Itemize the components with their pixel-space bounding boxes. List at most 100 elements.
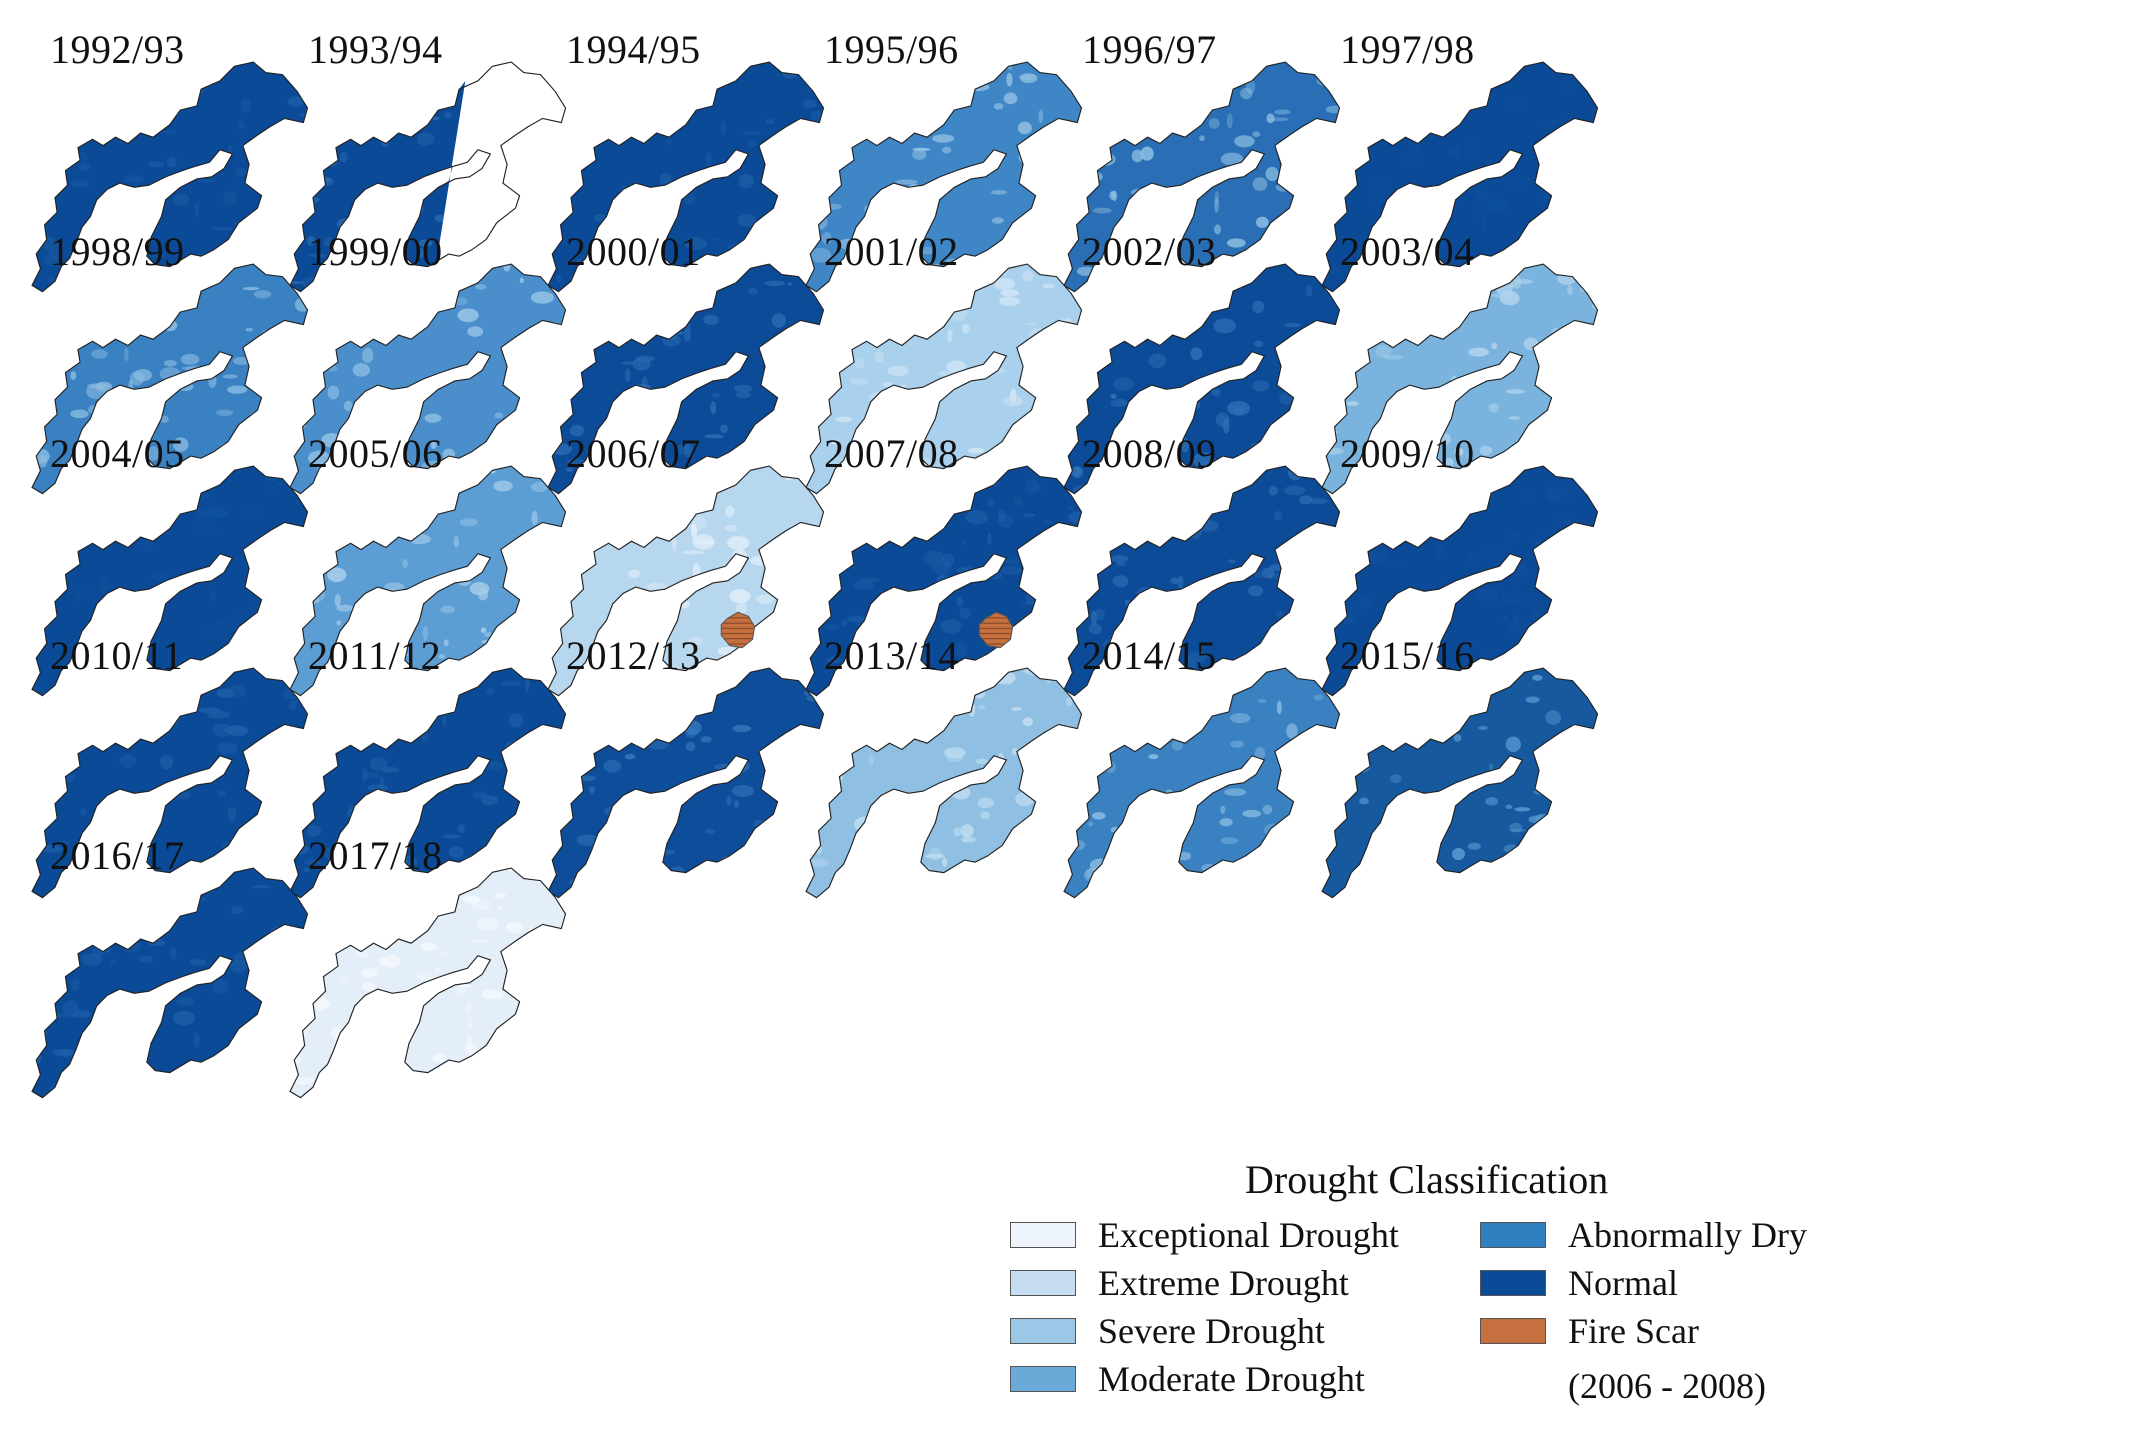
catchment-map — [547, 263, 825, 495]
catchment-map — [31, 263, 309, 495]
drought-map-panel: 2016/17 — [0, 836, 350, 1106]
legend-label: Extreme Drought — [1098, 1263, 1349, 1303]
catchment-map — [31, 867, 309, 1099]
year-label: 2004/05 — [50, 431, 185, 476]
drought-map-panel: 2010/11 — [0, 636, 350, 906]
fire-scar-period: (2006 - 2008) — [1568, 1366, 1766, 1406]
drought-map-panel: 2013/14 — [774, 636, 1124, 906]
catchment-map — [289, 263, 567, 495]
drought-map-panel: 2007/08 — [774, 434, 1124, 704]
catchment-map — [805, 263, 1083, 495]
year-label: 2013/14 — [824, 633, 959, 678]
year-label: 2006/07 — [566, 431, 701, 476]
legend-swatch — [1480, 1270, 1546, 1296]
drought-map-panel: 1992/93 — [0, 30, 350, 300]
legend-swatch — [1010, 1318, 1076, 1344]
drought-map-panel: 2011/12 — [258, 636, 608, 906]
legend-label: Severe Drought — [1098, 1311, 1325, 1351]
catchment-map — [1063, 263, 1341, 495]
year-label: 2003/04 — [1340, 229, 1475, 274]
drought-map-panel: 2009/10 — [1290, 434, 1640, 704]
drought-map-panel: 1997/98 — [1290, 30, 1640, 300]
legend-swatch — [1010, 1222, 1076, 1248]
legend-swatch — [1010, 1366, 1076, 1392]
drought-map-panel: 2015/16 — [1290, 636, 1640, 906]
year-label: 2011/12 — [308, 633, 442, 678]
catchment-map — [805, 465, 1083, 697]
catchment-map — [1321, 465, 1599, 697]
catchment-map — [1321, 667, 1599, 899]
catchment-map — [31, 61, 309, 293]
drought-map-panel: 2012/13 — [516, 636, 866, 906]
legend-item-exceptional-drought: Exceptional Drought — [1010, 1212, 1399, 1258]
catchment-map — [31, 667, 309, 899]
year-label: 1993/94 — [308, 27, 443, 72]
drought-map-panel: 1995/96 — [774, 30, 1124, 300]
catchment-map — [805, 667, 1083, 899]
drought-map-panel: 1993/94 — [258, 30, 608, 300]
year-label: 2001/02 — [824, 229, 959, 274]
year-label: 2010/11 — [50, 633, 184, 678]
drought-map-panel: 2003/04 — [1290, 232, 1640, 502]
legend-item-severe-drought: Severe Drought — [1010, 1308, 1325, 1354]
catchment-map — [289, 667, 567, 899]
legend-item-fire-scar: Fire Scar — [1480, 1308, 1699, 1354]
drought-map-panel: 2001/02 — [774, 232, 1124, 502]
year-label: 2016/17 — [50, 833, 185, 878]
legend-label: Normal — [1568, 1263, 1678, 1303]
year-label: 2008/09 — [1082, 431, 1217, 476]
catchment-map — [1063, 667, 1341, 899]
catchment-map — [547, 465, 825, 697]
catchment-map — [1063, 465, 1341, 697]
catchment-map — [1321, 263, 1599, 495]
drought-map-panel: 1999/00 — [258, 232, 608, 502]
legend-label: Abnormally Dry — [1568, 1215, 1807, 1255]
catchment-map — [1063, 61, 1341, 293]
year-label: 1998/99 — [50, 229, 185, 274]
drought-map-panel: 2014/15 — [1032, 636, 1382, 906]
catchment-map — [1321, 61, 1599, 293]
drought-map-panel: 2000/01 — [516, 232, 866, 502]
catchment-map — [547, 61, 825, 293]
legend-label: Fire Scar — [1568, 1311, 1699, 1351]
fire-scar-area — [978, 611, 1014, 649]
legend-item-abnormally-dry: Abnormally Dry — [1480, 1212, 1807, 1258]
catchment-map — [805, 61, 1083, 293]
legend-item-extreme-drought: Extreme Drought — [1010, 1260, 1349, 1306]
year-label: 2017/18 — [308, 833, 443, 878]
drought-map-panel: 1994/95 — [516, 30, 866, 300]
catchment-map — [547, 667, 825, 899]
year-label: 2014/15 — [1082, 633, 1217, 678]
legend-swatch — [1010, 1270, 1076, 1296]
legend-swatch — [1480, 1318, 1546, 1344]
drought-map-panel: 1996/97 — [1032, 30, 1382, 300]
catchment-map — [289, 867, 567, 1099]
drought-map-panel: 2017/18 — [258, 836, 608, 1106]
year-label: 1994/95 — [566, 27, 701, 72]
year-label: 1997/98 — [1340, 27, 1475, 72]
drought-map-panel: 2002/03 — [1032, 232, 1382, 502]
drought-map-panel: 2006/07 — [516, 434, 866, 704]
year-label: 2002/03 — [1082, 229, 1217, 274]
drought-map-panel: 2004/05 — [0, 434, 350, 704]
catchment-map — [289, 61, 567, 293]
year-label: 1996/97 — [1082, 27, 1217, 72]
legend-swatch — [1480, 1222, 1546, 1248]
drought-map-panel: 2005/06 — [258, 434, 608, 704]
legend: Drought Classification Exceptional Droug… — [1010, 1160, 1910, 1420]
legend-item-moderate-drought: Moderate Drought — [1010, 1356, 1365, 1402]
legend-label: Exceptional Drought — [1098, 1215, 1399, 1255]
drought-map-panel: 1998/99 — [0, 232, 350, 502]
legend-title: Drought Classification — [1245, 1157, 1609, 1202]
catchment-map — [289, 465, 567, 697]
year-label: 2012/13 — [566, 633, 701, 678]
year-label: 2007/08 — [824, 431, 959, 476]
year-label: 2009/10 — [1340, 431, 1475, 476]
year-label: 2015/16 — [1340, 633, 1475, 678]
year-label: 2005/06 — [308, 431, 443, 476]
legend-label: Moderate Drought — [1098, 1359, 1365, 1399]
year-label: 2000/01 — [566, 229, 701, 274]
catchment-map — [31, 465, 309, 697]
year-label: 1995/96 — [824, 27, 959, 72]
